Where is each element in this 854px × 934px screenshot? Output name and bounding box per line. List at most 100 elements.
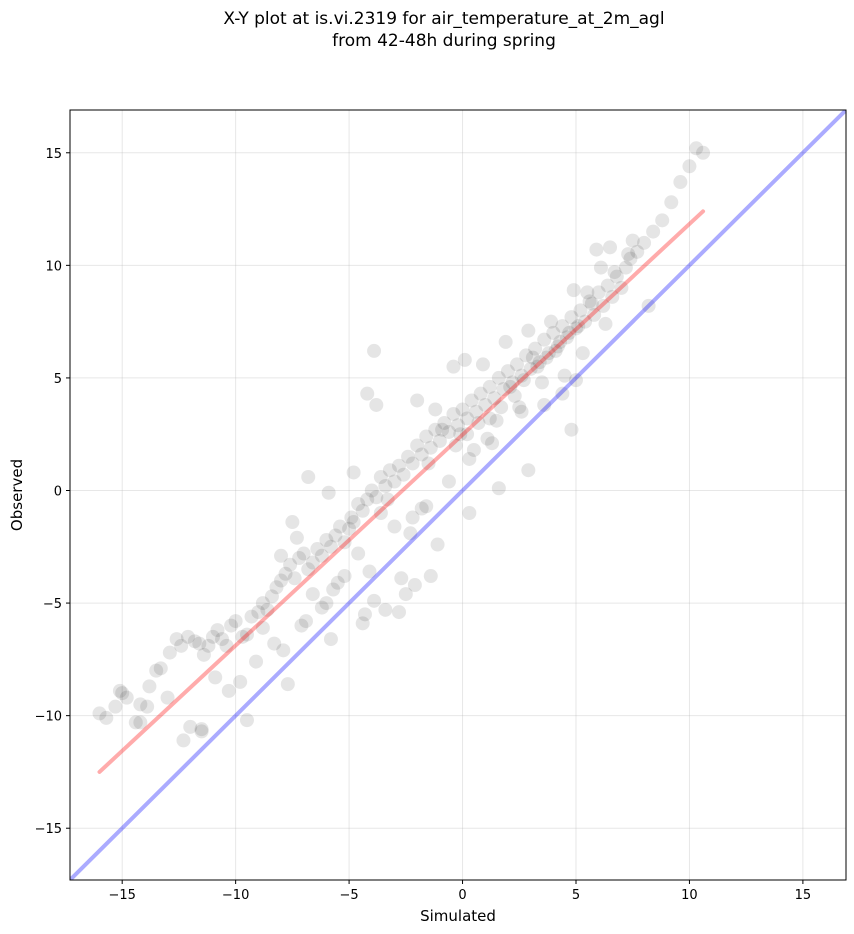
data-point — [419, 429, 434, 444]
data-point — [280, 677, 295, 692]
data-point — [160, 690, 175, 705]
y-tick-label: −15 — [35, 822, 62, 837]
data-point — [689, 141, 704, 156]
data-point — [355, 616, 370, 631]
data-point — [305, 587, 320, 602]
data-point — [421, 456, 436, 471]
data-point — [219, 638, 234, 653]
data-point — [630, 244, 645, 259]
data-point — [682, 159, 697, 174]
data-point — [575, 346, 590, 361]
data-point — [498, 334, 513, 349]
data-point — [491, 481, 506, 496]
data-point — [539, 350, 554, 365]
data-point — [287, 571, 302, 586]
plot-frame — [69, 109, 847, 881]
data-point — [521, 323, 536, 338]
data-point — [367, 593, 382, 608]
data-point — [578, 314, 593, 329]
data-point — [194, 724, 209, 739]
data-point — [532, 355, 547, 370]
data-point — [314, 600, 329, 615]
data-point — [221, 683, 236, 698]
data-point — [466, 442, 481, 457]
data-point — [428, 422, 443, 437]
x-axis-label: Simulated — [420, 907, 496, 925]
data-point — [607, 265, 622, 280]
data-point — [249, 654, 264, 669]
data-point — [564, 422, 579, 437]
data-point — [369, 397, 384, 412]
data-point — [591, 285, 606, 300]
data-point — [664, 195, 679, 210]
data-point — [414, 501, 429, 516]
data-point — [355, 503, 370, 518]
data-point — [435, 422, 450, 437]
data-point — [559, 330, 574, 345]
data-point — [380, 492, 395, 507]
data-point — [153, 661, 168, 676]
data-point — [228, 614, 243, 629]
data-point — [437, 415, 452, 430]
data-point — [410, 393, 425, 408]
data-point — [625, 233, 640, 248]
data-point — [482, 411, 497, 426]
data-point — [224, 618, 239, 633]
data-point — [451, 418, 465, 433]
data-point — [568, 321, 583, 336]
data-point — [362, 564, 377, 579]
data-point — [571, 319, 586, 334]
data-point — [546, 325, 561, 340]
chart-title: X-Y plot at is.vi.2319 for air_temperatu… — [0, 8, 854, 52]
data-point — [92, 706, 107, 721]
data-point — [414, 447, 429, 462]
data-point — [274, 548, 289, 563]
data-point — [541, 346, 556, 361]
data-point — [534, 375, 549, 390]
data-point — [392, 605, 407, 620]
data-point — [464, 393, 479, 408]
data-point — [255, 620, 270, 635]
data-point — [205, 629, 220, 644]
y-axis-label: Observed — [8, 459, 26, 531]
chart-title-line-2: from 42-48h during spring — [332, 31, 556, 51]
data-point — [274, 573, 289, 588]
data-point — [392, 458, 407, 473]
data-point — [462, 506, 477, 521]
y-tick-label: 10 — [45, 259, 62, 274]
data-point — [208, 670, 223, 685]
data-point — [548, 343, 563, 358]
data-point — [239, 713, 254, 728]
data-point — [387, 474, 402, 489]
data-point — [480, 431, 495, 446]
data-point — [609, 269, 624, 284]
data-point — [323, 539, 338, 554]
data-point — [328, 528, 343, 543]
data-point — [405, 456, 420, 471]
data-point — [485, 436, 500, 451]
regression-line — [97, 209, 706, 774]
data-point — [337, 569, 352, 584]
x-tick-label: 0 — [458, 888, 466, 903]
data-point — [192, 636, 207, 651]
data-point — [523, 361, 538, 376]
x-axis-ticks: −15 −10 −5 0 5 10 15 — [108, 880, 811, 903]
data-point — [423, 569, 438, 584]
data-point — [298, 614, 313, 629]
data-point — [509, 357, 524, 372]
data-point — [119, 690, 134, 705]
y-tick-label: −5 — [43, 597, 62, 612]
data-point — [500, 364, 515, 379]
x-tick-label: 10 — [681, 888, 698, 903]
data-point — [373, 469, 388, 484]
data-point — [180, 629, 195, 644]
data-point — [605, 289, 620, 304]
data-point — [537, 332, 552, 347]
data-point — [323, 632, 338, 647]
data-point — [519, 348, 534, 363]
data-point — [455, 402, 470, 417]
data-point — [478, 397, 493, 412]
x-tick-label: 15 — [795, 888, 812, 903]
data-point — [530, 359, 545, 374]
